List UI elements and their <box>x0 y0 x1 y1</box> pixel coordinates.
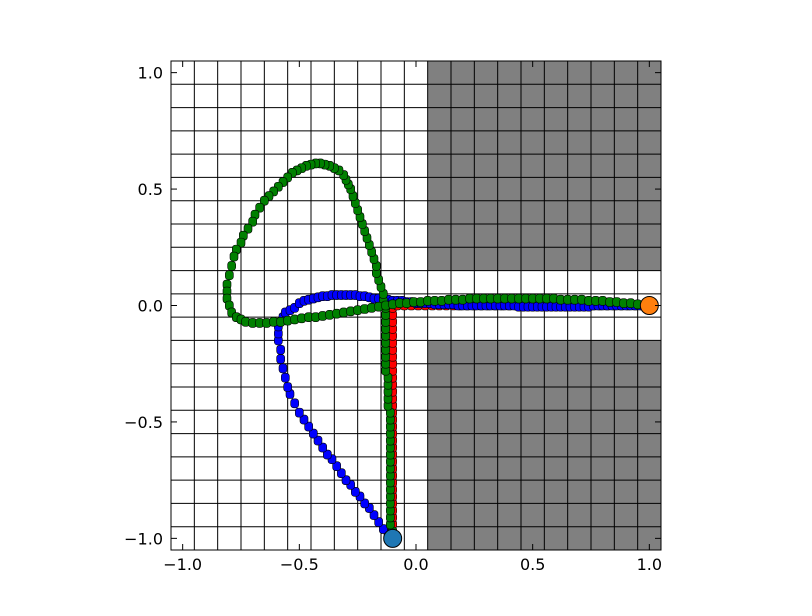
series-blue-point <box>360 498 369 509</box>
endpoint-layer <box>383 296 659 548</box>
series-blue-point <box>290 398 299 409</box>
series-blue-point <box>351 486 360 497</box>
x-tick-label: 0.0 <box>403 555 428 574</box>
series-green-point <box>229 251 239 262</box>
series-blue-point <box>283 382 292 392</box>
series-green-point <box>243 223 253 234</box>
series-green-point <box>227 261 236 271</box>
series-blue-point <box>276 344 285 355</box>
x-tick-label: 1.0 <box>637 555 662 574</box>
series-blue-point <box>374 517 383 527</box>
series-blue-point <box>295 407 304 418</box>
series-blue-point <box>304 421 313 432</box>
series-blue-point <box>313 435 323 446</box>
series-blue-point <box>332 461 341 471</box>
series-blue-point <box>309 428 318 439</box>
x-tick-label: −0.5 <box>280 555 319 574</box>
y-tick-label: 1.0 <box>138 64 163 83</box>
series-layer <box>222 158 654 544</box>
series-blue-point <box>341 475 351 485</box>
series-blue-point <box>318 442 327 453</box>
series-blue-point <box>276 354 285 364</box>
series-blue-point <box>337 468 346 478</box>
start-marker <box>383 528 403 548</box>
series-blue-point <box>379 524 388 534</box>
series-green-point <box>225 270 234 281</box>
y-tick-label: −0.5 <box>124 413 163 432</box>
series-blue-point <box>278 363 288 374</box>
series-green-point <box>255 202 264 213</box>
y-tick-label: 0.5 <box>138 180 163 199</box>
series-green-point <box>236 237 246 248</box>
series-blue-point <box>299 414 309 425</box>
series-green-point <box>248 216 257 227</box>
tick-layer: −1.0 −0.5 0.0 0.5 1.0 −1.0 −0.5 0.0 0.5 1.0 <box>124 61 662 574</box>
x-tick-label: 0.5 <box>520 555 545 574</box>
series-green <box>222 158 654 544</box>
y-tick-label: 0.0 <box>138 297 163 316</box>
series-green-point <box>260 195 269 206</box>
series-blue-point <box>281 372 290 383</box>
series-blue-point <box>323 449 332 460</box>
y-tick-label: −1.0 <box>124 529 163 548</box>
x-tick-label: −1.0 <box>163 555 202 574</box>
series-blue-point <box>369 510 379 520</box>
